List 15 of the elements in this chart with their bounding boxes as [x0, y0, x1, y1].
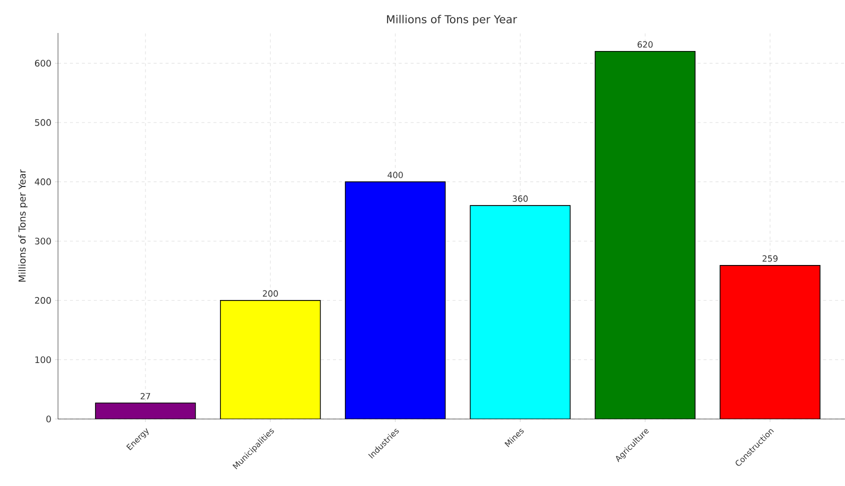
y-tick-label: 0: [46, 416, 51, 422]
data-label: 360: [512, 195, 528, 202]
y-axis-title: Millions of Tons per Year: [18, 169, 28, 282]
y-tick-label: 500: [35, 119, 51, 126]
y-tick-label: 600: [34, 60, 51, 67]
data-label: 400: [388, 172, 403, 178]
data-label: 259: [762, 255, 778, 262]
data-label: 27: [140, 392, 150, 400]
data-label: 200: [262, 290, 278, 297]
y-tick-label: 300: [35, 238, 51, 245]
y-tick-label: 200: [35, 297, 51, 304]
chart-title: Millions of Tons per Year: [387, 14, 518, 26]
data-label: 620: [638, 41, 653, 48]
y-tick-label: 100: [35, 356, 51, 364]
y-tick-label: 400: [34, 178, 51, 186]
